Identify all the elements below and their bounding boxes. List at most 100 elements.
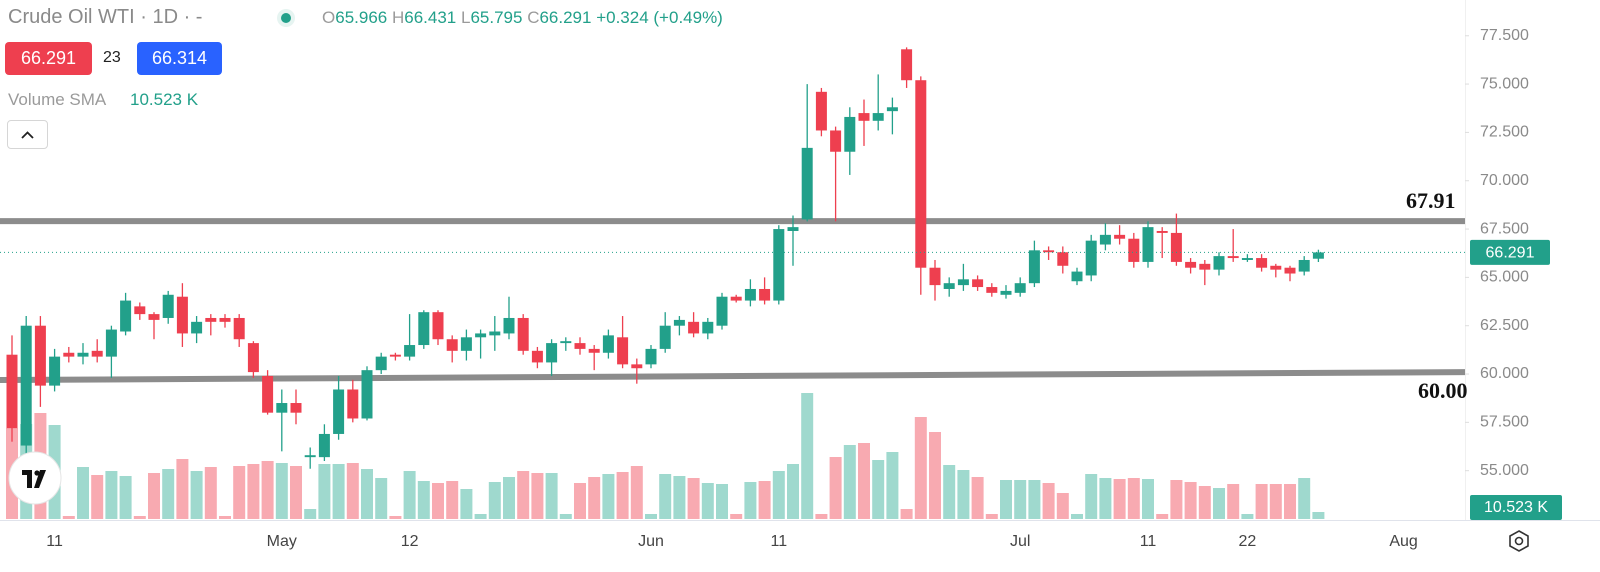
collapse-button[interactable] — [7, 120, 48, 149]
volume-bar — [176, 459, 189, 519]
candle-body — [830, 130, 842, 152]
candle-body — [602, 335, 614, 353]
volume-bar — [858, 443, 870, 519]
candle-body — [489, 331, 501, 336]
volume-bar — [829, 457, 842, 519]
candle-body — [1284, 267, 1296, 274]
volume-bar — [318, 464, 331, 519]
volume-bar — [1000, 480, 1012, 519]
volume-bar — [133, 516, 146, 519]
candle-body — [1241, 258, 1253, 260]
volume-bar — [801, 393, 814, 519]
volume-bar — [77, 467, 89, 519]
candle-body — [1170, 232, 1182, 262]
y-tick-label: 55.000 — [1480, 462, 1529, 479]
volume-bar — [1170, 480, 1183, 519]
candle-body — [872, 113, 884, 121]
candle-body — [1071, 271, 1083, 282]
volume-bar — [346, 463, 359, 519]
volume-bar — [900, 509, 913, 519]
status-dot — [277, 9, 295, 27]
candle-body — [418, 312, 430, 346]
volume-bar — [488, 482, 501, 519]
logo-mark — [22, 470, 46, 488]
volume-bar — [403, 471, 416, 519]
volume-bar — [545, 473, 558, 519]
volume-bar — [1184, 482, 1197, 519]
sell-button[interactable]: 66.291 — [5, 42, 92, 75]
volume-value: 10.523 K — [130, 90, 199, 109]
volume-bar — [630, 466, 643, 519]
volume-bar — [148, 473, 160, 519]
candle-body — [1142, 227, 1154, 262]
volume-bar — [1071, 514, 1083, 519]
volume-bar — [1269, 484, 1282, 519]
volume-bar — [886, 452, 899, 519]
candle-body — [1156, 230, 1168, 233]
volume-bar — [233, 466, 246, 519]
volume-bar — [772, 471, 785, 519]
x-tick-label: May — [267, 533, 297, 550]
value: 65.795 — [470, 8, 523, 27]
candle-body — [262, 375, 274, 413]
symbol-title[interactable]: Crude Oil WTI · 1D · - — [8, 6, 203, 28]
candle-body — [34, 325, 46, 386]
y-tick-label: 72.500 — [1480, 124, 1529, 141]
candle-body — [517, 317, 529, 351]
candle-body — [404, 345, 416, 357]
volume-bar — [588, 477, 601, 519]
candle-body — [1298, 259, 1310, 272]
candle-body — [77, 352, 89, 357]
candle-body — [688, 321, 700, 334]
candle-body — [546, 343, 558, 363]
candle-body — [148, 314, 160, 320]
level-label: 60.00 — [1418, 378, 1468, 403]
value: 65.966 — [335, 8, 388, 27]
volume-bar — [1014, 480, 1027, 519]
candle-body — [432, 312, 444, 340]
candle-body — [929, 267, 941, 286]
spread: 23 — [103, 49, 121, 66]
y-tick-label: 57.500 — [1480, 414, 1529, 431]
candle-body — [972, 279, 984, 288]
candle-body — [531, 350, 543, 363]
volume-bar — [1056, 493, 1069, 519]
volume-bar — [602, 474, 615, 519]
x-tick-label: Jun — [638, 533, 664, 550]
buy-button[interactable]: 66.314 — [137, 42, 222, 75]
volume-bar — [389, 516, 402, 519]
volume-bar — [91, 475, 104, 519]
volume-bar — [1028, 480, 1041, 519]
x-tick-label: Jul — [1010, 533, 1030, 550]
logo-circle — [8, 451, 62, 505]
candle-body — [1270, 265, 1282, 270]
y-tick-label: 75.000 — [1480, 75, 1529, 92]
settings-icon[interactable] — [1509, 530, 1529, 552]
volume-bar — [119, 476, 132, 519]
candle-body — [361, 370, 373, 419]
candle-body — [1114, 234, 1126, 239]
volume-bar — [872, 460, 885, 519]
volume-bar — [162, 469, 175, 519]
value: 66.291 — [539, 8, 592, 27]
candle-body — [1057, 252, 1069, 266]
label: H — [391, 8, 405, 27]
volume-bar — [446, 481, 459, 519]
candle-body — [6, 354, 18, 429]
volume-bar — [375, 478, 388, 519]
candle-body — [943, 283, 955, 289]
volume-bar — [474, 514, 487, 519]
candle-body — [1312, 252, 1324, 259]
volume-bar — [1156, 514, 1169, 519]
x-tick-label: 11 — [1140, 533, 1157, 550]
volume-bar — [1085, 474, 1098, 519]
volume-bar — [659, 474, 672, 519]
candle-body — [1128, 238, 1140, 262]
volume-bar — [1213, 488, 1225, 519]
candle-body — [1227, 256, 1239, 259]
candle-body — [120, 300, 132, 332]
volume-bar — [261, 461, 274, 519]
candle-body — [475, 333, 487, 338]
candle-body — [63, 352, 75, 357]
candle-body — [389, 354, 401, 357]
